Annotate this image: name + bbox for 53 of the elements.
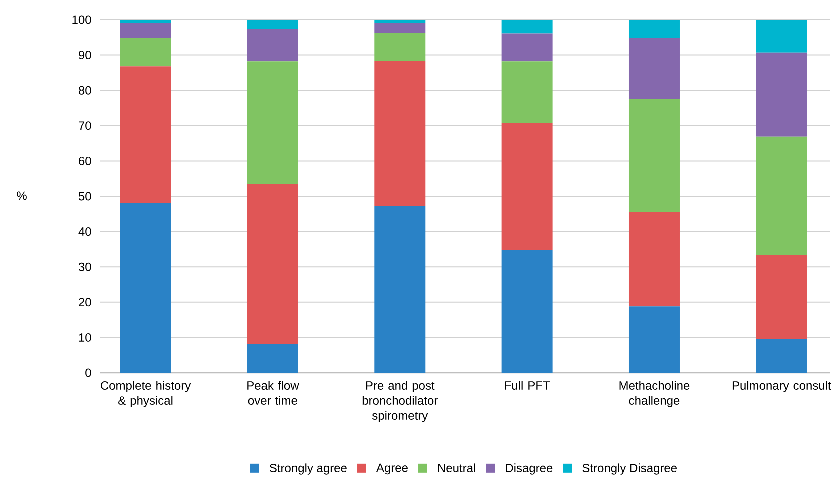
y-tick-label: 20 [79, 298, 92, 307]
bar [756, 339, 808, 373]
y-axis-title: % [17, 192, 27, 200]
bar [120, 204, 172, 373]
x-tick-label: Methacholine challenge [620, 381, 690, 408]
bar [374, 33, 426, 61]
bar [628, 20, 680, 38]
bar [247, 62, 298, 184]
bar [502, 62, 553, 124]
x-tick-label: Peak flow over time [248, 381, 300, 405]
y-tick-label: 80 [78, 86, 92, 95]
bar [374, 20, 426, 24]
x-tick-label: Complete history & physical [101, 381, 192, 408]
bar [120, 66, 172, 204]
bar [247, 20, 298, 30]
bar [374, 206, 426, 373]
bar [502, 20, 553, 34]
legend-label: Neutral [438, 464, 476, 472]
y-tick-label: 70 [79, 122, 92, 130]
bar [120, 24, 172, 38]
bar [502, 250, 553, 373]
bar [120, 20, 172, 24]
y-tick-label: 90 [79, 51, 92, 60]
y-tick-label: 0 [86, 368, 92, 378]
legend-label: Strongly Disagree [582, 464, 677, 475]
bar [628, 306, 680, 373]
bar [502, 123, 553, 250]
y-tick-label: 40 [78, 228, 92, 236]
legend-label: Strongly agree [270, 464, 347, 475]
bar [756, 255, 808, 340]
bar [628, 99, 680, 212]
bar [756, 136, 808, 256]
bar [756, 20, 808, 53]
x-tick-label: Pulmonary consult [732, 381, 832, 392]
legend-label: Agree [376, 464, 408, 475]
y-tick-label: 100 [72, 16, 92, 24]
bar [628, 38, 680, 100]
x-tick-label: Full PFT [505, 381, 550, 390]
bar [628, 212, 680, 307]
y-tick-label: 30 [78, 262, 92, 272]
bar [502, 34, 553, 62]
x-tick-label: Pre and post bronchodilator spirometry [362, 381, 438, 422]
bar [374, 24, 426, 34]
bar [756, 52, 808, 137]
bar [247, 29, 298, 62]
y-tick-label: 10 [79, 333, 92, 342]
bar [247, 184, 298, 344]
y-tick-label: 50 [78, 192, 92, 201]
bar [374, 60, 426, 206]
y-tick-label: 60 [79, 156, 92, 166]
legend-label: Disagree [506, 464, 553, 475]
bar [247, 344, 298, 373]
bar [120, 38, 172, 67]
